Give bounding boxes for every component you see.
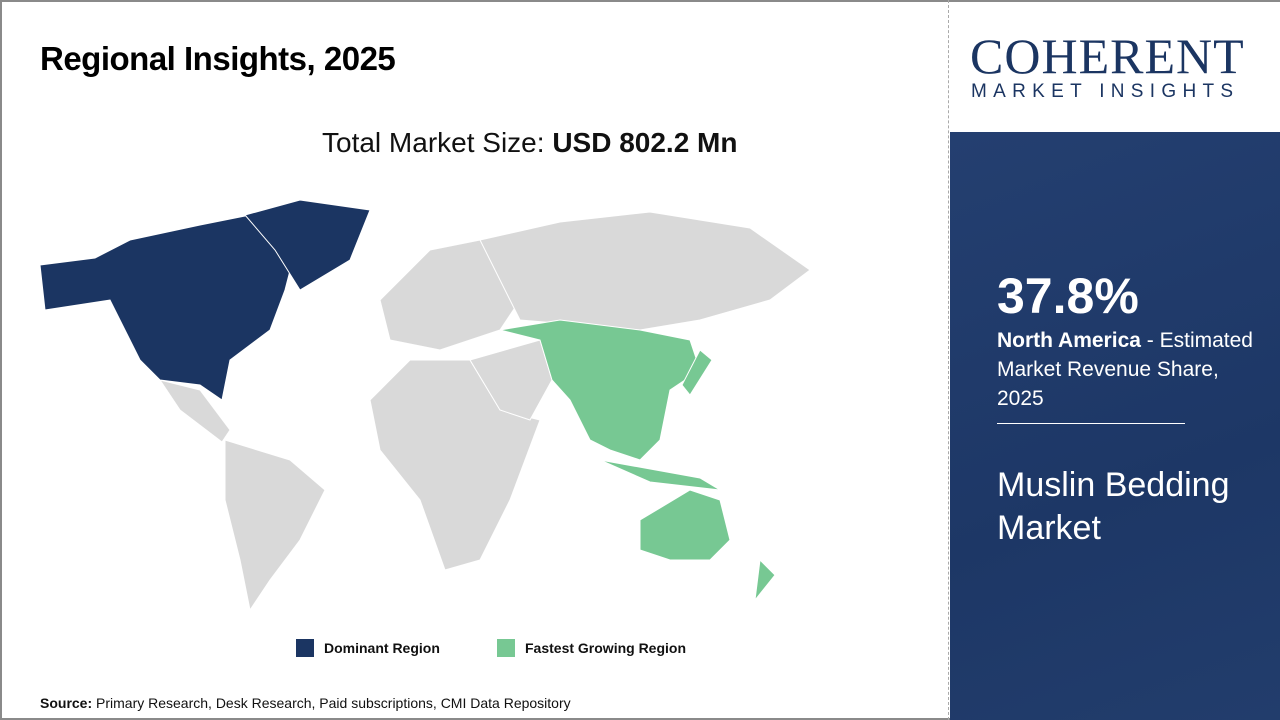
logo-tagline: MARKET INSIGHTS bbox=[971, 81, 1240, 102]
legend-label: Dominant Region bbox=[324, 640, 440, 656]
market-size-label: Total Market Size: bbox=[322, 127, 553, 158]
total-market-size: Total Market Size: USD 802.2 Mn bbox=[322, 127, 737, 159]
world-map bbox=[39, 199, 811, 612]
map-south-america bbox=[224, 439, 326, 612]
map-russia bbox=[479, 211, 811, 331]
legend-dominant: Dominant Region bbox=[296, 639, 440, 657]
map-indonesia bbox=[599, 459, 721, 491]
map-north-america bbox=[39, 214, 301, 401]
share-text: - Estimated Market Revenue Share, 2025 bbox=[997, 329, 1253, 410]
map-middle-east bbox=[469, 339, 553, 421]
map-greenland bbox=[244, 199, 371, 291]
page-title: Regional Insights, 2025 bbox=[40, 40, 396, 77]
logo-wordmark: COHERENT bbox=[970, 28, 1245, 84]
market-size-value: USD 802.2 Mn bbox=[552, 127, 738, 158]
legend-fastest: Fastest Growing Region bbox=[497, 639, 686, 657]
summary-panel: 37.8% North America - Estimated Market R… bbox=[950, 132, 1280, 720]
source-text: Primary Research, Desk Research, Paid su… bbox=[92, 695, 571, 711]
map-central-america bbox=[158, 379, 231, 443]
logo: COHERENT MARKET INSIGHTS bbox=[950, 0, 1280, 132]
map-asia bbox=[499, 319, 701, 461]
map-japan bbox=[681, 349, 713, 396]
panel-divider bbox=[997, 423, 1185, 424]
source-note: Source: Primary Research, Desk Research,… bbox=[40, 695, 571, 711]
legend-swatch-dominant bbox=[296, 639, 314, 657]
share-value: 37.8% bbox=[997, 268, 1139, 324]
map-africa bbox=[369, 359, 541, 571]
divider bbox=[948, 0, 949, 720]
map-australia bbox=[639, 489, 731, 561]
map-new-zealand bbox=[754, 558, 776, 602]
map-europe bbox=[379, 239, 521, 351]
source-label: Source: bbox=[40, 695, 93, 711]
market-name: Muslin Bedding Market bbox=[997, 466, 1230, 547]
share-description: North America - Estimated Market Revenue… bbox=[997, 326, 1267, 413]
region-name: North America bbox=[997, 329, 1141, 352]
legend-swatch-fastest bbox=[497, 639, 515, 657]
legend-label: Fastest Growing Region bbox=[525, 640, 687, 656]
